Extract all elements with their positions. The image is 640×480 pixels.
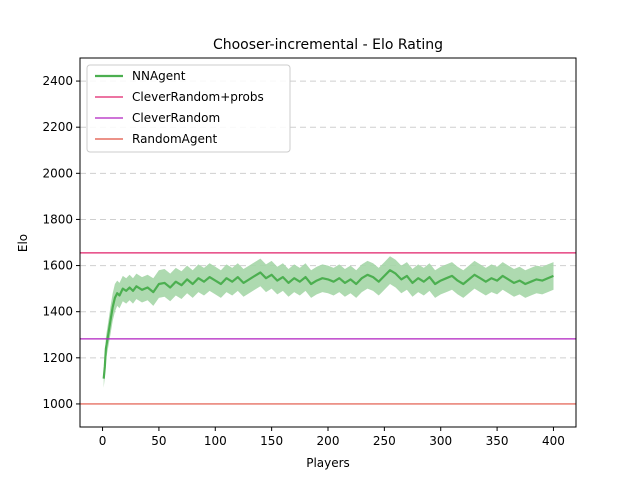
x-tick-label: 0 (99, 434, 107, 448)
y-tick-label: 1800 (42, 212, 73, 226)
x-tick-label: 250 (373, 434, 396, 448)
legend-label: CleverRandom+probs (132, 90, 264, 104)
x-tick-label: 200 (317, 434, 340, 448)
confidence-band (103, 256, 554, 388)
x-tick-label: 300 (429, 434, 452, 448)
x-tick-label: 50 (151, 434, 166, 448)
legend-label: CleverRandom (132, 111, 220, 125)
x-tick-label: 350 (486, 434, 509, 448)
series-line-nnagent (102, 269, 554, 379)
chart-title: Chooser-incremental - Elo Rating (213, 37, 443, 53)
y-tick-label: 1400 (42, 305, 73, 319)
x-tick-label: 150 (260, 434, 283, 448)
legend-label: RandomAgent (132, 132, 217, 146)
x-axis-label: Players (306, 456, 350, 470)
legend-box (86, 64, 291, 153)
y-tick-label: 1000 (42, 397, 73, 411)
y-tick-label: 1200 (42, 351, 73, 365)
legend-label: NNAgent (132, 69, 186, 83)
axes: 1000 1200 1400 1600 1800 2000 2200 2400 0 50 100 15… (42, 74, 564, 448)
y-tick-label: 2000 (42, 166, 73, 180)
x-tick-label: 400 (542, 434, 565, 448)
y-tick-label: 2200 (42, 120, 73, 134)
legend: NNAgent CleverRandom+probs CleverRandom Ran… (86, 64, 291, 153)
y-tick-label: 1600 (42, 259, 73, 273)
y-axis-label: Elo (16, 234, 30, 252)
plot-data (80, 252, 576, 405)
y-tick-label: 2400 (42, 74, 73, 88)
x-tick-label: 100 (204, 434, 227, 448)
